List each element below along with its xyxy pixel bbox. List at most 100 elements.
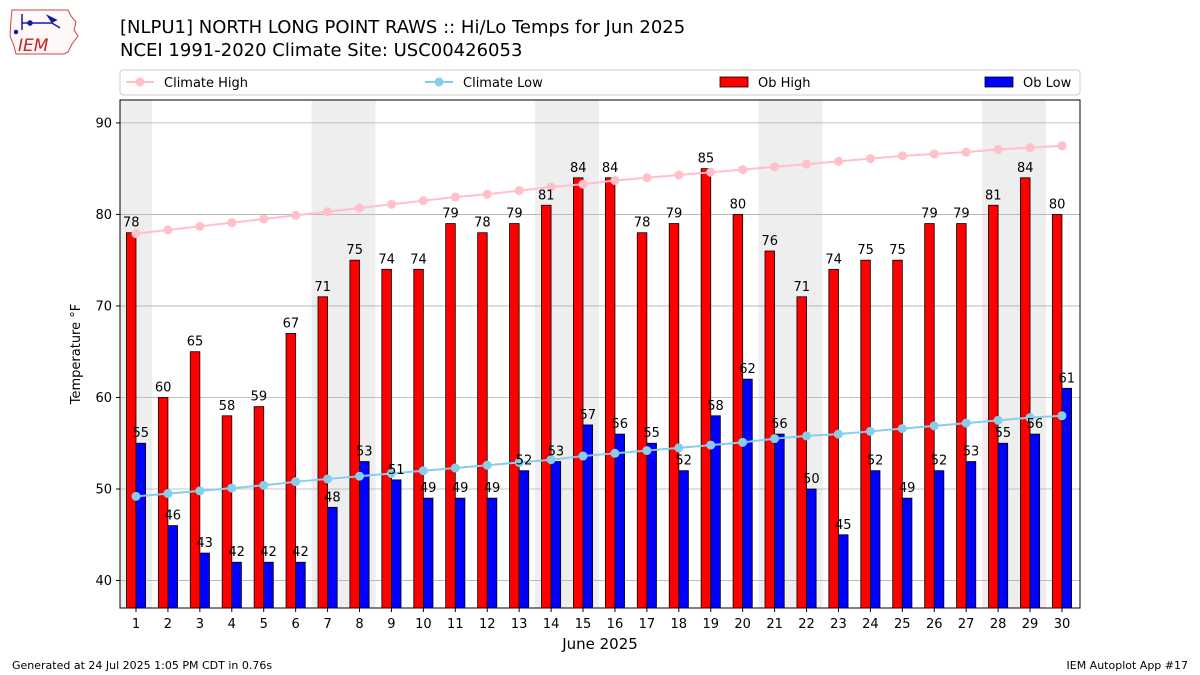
- climate-lines-layer: [131, 141, 1067, 501]
- climate-low-point: [323, 474, 333, 484]
- ob-low-value-label: 49: [899, 481, 916, 496]
- ob-low-bar: [199, 552, 210, 609]
- ob-high-value-label: 75: [857, 243, 874, 258]
- x-axis-label: June 2025: [561, 635, 638, 653]
- climate-low-point: [993, 415, 1003, 425]
- ob-low-value-label: 45: [835, 518, 852, 533]
- ob-high-bar: [189, 351, 201, 609]
- climate-high-point: [833, 156, 843, 166]
- climate-high-point: [929, 149, 939, 159]
- climate-low-point: [131, 491, 141, 501]
- climate-high-point: [131, 229, 141, 239]
- x-tick-label: 5: [260, 617, 268, 632]
- ob-high-value-label: 79: [506, 207, 523, 222]
- ob-high-value-label: 84: [602, 161, 619, 176]
- legend-climate-high-label: Climate High: [164, 76, 248, 91]
- chart-subtitle: NCEI 1991-2020 Climate Site: USC00426053: [120, 40, 523, 61]
- climate-low-point: [163, 489, 173, 499]
- ob-low-bar: [391, 479, 402, 609]
- ob-high-value-label: 79: [442, 207, 459, 222]
- y-tick-label: 50: [95, 483, 112, 498]
- climate-low-point: [514, 457, 524, 467]
- ob-high-value-label: 79: [953, 207, 970, 222]
- x-tick-label: 12: [479, 617, 496, 632]
- climate-high-point: [482, 189, 492, 199]
- ob-low-value-label: 56: [611, 417, 628, 432]
- legend: Climate High Climate Low Ob High Ob Low: [119, 69, 1081, 96]
- ob-low-value-label: 55: [643, 426, 660, 441]
- climate-high-point: [259, 214, 269, 224]
- ob-high-bar: [445, 223, 456, 609]
- ob-low-value-label: 42: [292, 545, 309, 560]
- ob-low-bar: [135, 442, 147, 609]
- ob-low-bar: [422, 497, 434, 609]
- ob-high-value-label: 75: [889, 243, 906, 258]
- ob-high-bar: [381, 268, 392, 609]
- climate-high-point: [163, 225, 173, 235]
- climate-high-point: [961, 147, 971, 157]
- ob-high-bar: [126, 232, 137, 609]
- grid-layer: [120, 122, 1080, 581]
- y-axis-label: Temperature °F: [69, 304, 84, 405]
- x-tick-label: 9: [387, 617, 395, 632]
- climate-low-point: [865, 426, 875, 436]
- x-tick-label: 22: [798, 617, 815, 632]
- ob-low-value-label: 61: [1058, 371, 1075, 386]
- ob-high-bar: [477, 232, 488, 609]
- ob-low-bar: [231, 561, 242, 609]
- ob-high-bar: [892, 259, 903, 609]
- climate-low-point: [195, 486, 205, 496]
- legend-climate-low-label: Climate Low: [463, 76, 543, 91]
- logo-text: IEM: [18, 36, 49, 56]
- ob-low-bar: [550, 461, 562, 609]
- climate-high-point: [578, 179, 588, 189]
- climate-low-point: [961, 418, 971, 428]
- climate-low-point: [355, 471, 365, 481]
- ob-low-bar: [774, 433, 785, 609]
- climate-high-point: [450, 192, 460, 202]
- ob-low-value-label: 62: [739, 362, 756, 377]
- ob-high-value-label: 79: [666, 207, 683, 222]
- ob-low-value-label: 56: [771, 417, 788, 432]
- x-tick-label: 18: [671, 617, 688, 632]
- ob-low-bar: [359, 461, 370, 609]
- y-tick-label: 60: [95, 391, 112, 406]
- iem-logo: IEM: [9, 9, 79, 56]
- legend-climate-high-marker: [135, 77, 145, 87]
- climate-high-point: [227, 218, 237, 228]
- ob-high-value-label: 71: [315, 280, 332, 295]
- climate-low-point: [674, 443, 684, 453]
- climate-low-point: [642, 446, 652, 456]
- climate-low-point: [706, 440, 716, 450]
- ob-high-value-label: 74: [378, 252, 395, 267]
- ob-high-value-label: 59: [251, 390, 268, 405]
- climate-low-point: [418, 466, 428, 476]
- x-tick-label: 23: [830, 617, 847, 632]
- x-tick-label: 14: [543, 617, 560, 632]
- climate-low-point: [578, 451, 588, 461]
- climate-high-point: [418, 196, 428, 206]
- iowa-outline-shape: [9, 9, 79, 55]
- ob-high-value-label: 60: [155, 380, 172, 395]
- y-tick-label: 90: [95, 116, 112, 131]
- climate-high-point: [993, 144, 1003, 154]
- climate-high-point: [802, 159, 812, 169]
- ob-high-value-label: 71: [793, 280, 810, 295]
- x-tick-label: 19: [702, 617, 719, 632]
- x-tick-label: 27: [958, 617, 975, 632]
- ob-low-bar: [486, 497, 498, 609]
- ob-low-value-label: 52: [516, 454, 533, 469]
- bars-layer: [126, 168, 1072, 609]
- ob-high-value-label: 75: [346, 243, 363, 258]
- climate-high-point: [674, 170, 684, 180]
- ob-high-value-label: 74: [825, 252, 842, 267]
- climate-high-point: [291, 210, 301, 220]
- bar-labels-layer: 78 55 60 46 65 43 58 42 59 42 67 42 71 48 75 53 74 51 74 49…: [123, 152, 1075, 561]
- ob-low-value-label: 42: [228, 545, 245, 560]
- ob-low-bar: [997, 442, 1009, 609]
- ob-low-bar: [965, 461, 977, 609]
- ob-high-bar: [509, 223, 520, 609]
- ob-low-bar: [327, 506, 338, 609]
